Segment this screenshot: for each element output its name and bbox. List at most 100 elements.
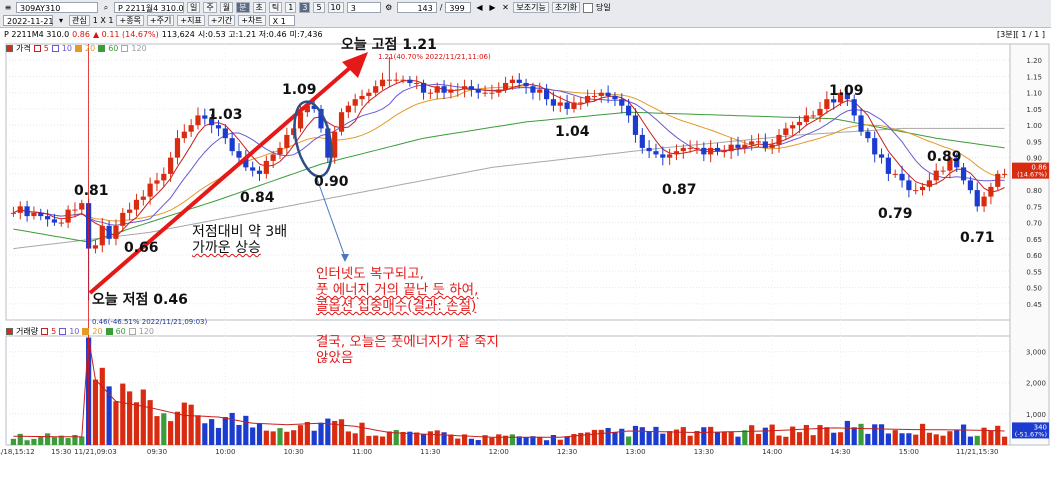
prev-icon[interactable]: ◀ [476, 2, 483, 12]
period-tab-second[interactable]: 초 [252, 2, 266, 13]
candle-body [858, 115, 864, 132]
period-tab-minute[interactable]: 분 [236, 2, 250, 13]
interest-button[interactable]: 관심 [69, 15, 90, 26]
search-icon[interactable]: ⌕ [103, 2, 109, 12]
candle-body [229, 138, 235, 152]
volume-tick-label: 2,000 [1026, 380, 1046, 388]
volume-bar [858, 423, 864, 445]
ma120-label: 120 [131, 44, 147, 53]
candle-body [133, 199, 140, 210]
vma60-label: 60 [115, 327, 126, 336]
candle-body [277, 147, 283, 155]
volume-bar [646, 431, 652, 445]
count-input[interactable]: 143 [396, 2, 437, 13]
settings-icon[interactable]: ⚙ [385, 2, 393, 12]
candle-body [256, 170, 263, 174]
period-tab-tick[interactable]: 틱 [268, 2, 283, 13]
menu-icon[interactable]: ≡ [4, 2, 12, 12]
vma60-swatch [105, 328, 113, 335]
volume-bar [687, 435, 693, 445]
reset-button[interactable]: 초기화 [551, 2, 580, 13]
time-label: 09:30 [147, 448, 167, 456]
add-period-button[interactable]: +주기 [146, 15, 175, 26]
candle-body [783, 128, 789, 135]
candle-body [933, 170, 939, 181]
period-tab-month[interactable]: 월 [219, 2, 234, 13]
volume-tick-label: 1,000 [1026, 411, 1046, 419]
price-tag-value: 0.86 [1031, 164, 1047, 172]
ma20-line [13, 86, 1005, 222]
volume-bar [981, 427, 987, 445]
volume-bar [564, 436, 570, 445]
volume-bar [236, 424, 242, 445]
single-day-checkbox[interactable] [582, 2, 593, 13]
volume-bar [954, 430, 960, 445]
view-button[interactable]: 보조기능 [513, 2, 549, 13]
candle-body [803, 115, 809, 122]
candle-body [612, 95, 618, 100]
volume-bar [229, 412, 235, 445]
candle-body [878, 154, 885, 158]
volume-ma-line [13, 337, 1005, 438]
volume-bar [742, 430, 748, 445]
interval-select[interactable]: 3 [346, 2, 381, 13]
add-indicator-button[interactable]: +지표 [177, 15, 205, 26]
add-chart-button[interactable]: +차트 [238, 15, 266, 26]
date-input[interactable]: 2022-11-21 [3, 15, 54, 26]
candle-body [304, 105, 310, 113]
volume-bar [414, 432, 420, 445]
volume-bar [92, 379, 99, 445]
ma60-label: 60 [108, 44, 119, 53]
volume-bar [154, 416, 160, 445]
volume-bar [181, 402, 187, 445]
volume-bar [885, 433, 891, 445]
candle-body [646, 147, 652, 152]
period-tab-week[interactable]: 주 [203, 2, 217, 13]
name-field[interactable]: P 2211월4 310.0 [114, 2, 184, 13]
y-tick-label: 1.20 [1026, 57, 1042, 65]
volume-bar [482, 435, 488, 445]
volume-bar [878, 424, 885, 445]
candle-body [995, 173, 1001, 187]
volume-bar [311, 430, 317, 445]
interval-3[interactable]: 3 [299, 2, 311, 13]
candle-body [667, 154, 673, 158]
next-icon[interactable]: ▶ [489, 2, 496, 12]
candle-body [810, 115, 816, 117]
interval-1[interactable]: 1 [285, 2, 297, 13]
add-symbol-button[interactable]: +종목 [116, 15, 144, 26]
time-label: 11/21,15:30 [956, 448, 999, 456]
vma10-label: 10 [69, 327, 80, 336]
volume-bar [673, 429, 680, 445]
candle-body [79, 203, 85, 210]
volume-bar [755, 434, 762, 445]
calendar-icon[interactable]: ▾ [58, 15, 63, 25]
add-range-button[interactable]: +기간 [207, 15, 236, 26]
time-label: 11/21,09:03 [74, 448, 117, 456]
candle-body [550, 99, 557, 106]
candle-body [393, 79, 399, 81]
candle-body [359, 95, 365, 100]
volume-bar [701, 427, 707, 445]
interval-10[interactable]: 10 [327, 2, 344, 13]
volume-bar [325, 418, 331, 445]
vma120-swatch [128, 328, 136, 335]
mid-label-2: 가까운 상승 [192, 240, 261, 256]
candle-body [673, 151, 680, 155]
period-tab-day[interactable]: 일 [187, 2, 201, 13]
zoom-select[interactable]: X 1 [268, 15, 295, 26]
code-input[interactable]: 309AY310 [16, 2, 98, 13]
candle-body [776, 134, 782, 145]
close-icon[interactable]: ✕ [502, 2, 509, 12]
pointer-head [341, 254, 349, 262]
volume-bar [386, 431, 392, 445]
candle-body [31, 212, 37, 217]
interval-5[interactable]: 5 [313, 2, 325, 13]
volume-bar [140, 389, 146, 445]
ma5-label: 5 [43, 44, 49, 53]
candle-body [188, 125, 194, 132]
candle-body [694, 147, 700, 149]
total-field: 399 [445, 2, 472, 13]
candle-body [735, 144, 741, 148]
y-tick-label: 0.65 [1026, 236, 1042, 244]
